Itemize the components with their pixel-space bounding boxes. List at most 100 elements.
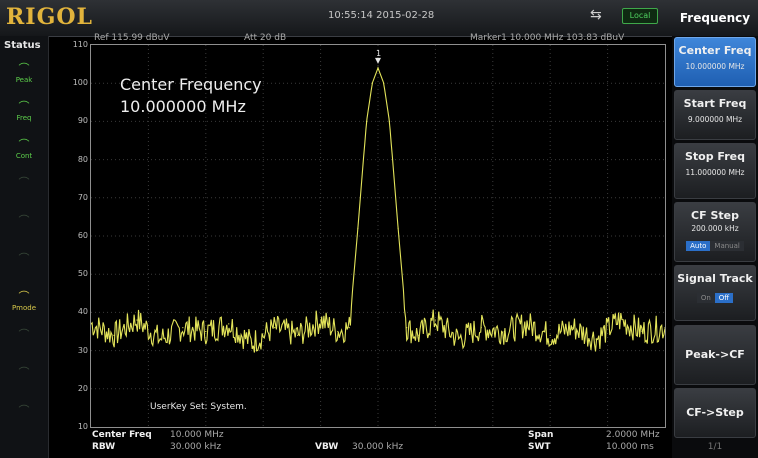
signal-track-button-label: Signal Track: [677, 272, 753, 285]
status-indicator-icon: ⌒: [18, 290, 30, 303]
trace-point: [434, 319, 436, 321]
status-indicator-icon: ⌒: [18, 138, 30, 151]
status-item-label: Cont: [15, 152, 33, 160]
top-bar: RIGOL 10:55:14 2015-02-28 ⇆ Local: [0, 0, 672, 37]
status-item-label: Peak: [15, 76, 33, 84]
status-item: ⌒ Pmode: [4, 290, 44, 328]
status-indicator-icon: ⌒: [18, 366, 30, 379]
peak-to-cf-button[interactable]: Peak->CF: [674, 325, 756, 385]
center-freq-value: 10.000 MHz: [170, 430, 224, 440]
marker-readout: Marker1 10.000 MHz 103.83 dBuV: [470, 33, 625, 43]
y-tick-label: 10: [77, 422, 88, 431]
signal-track-off[interactable]: Off: [714, 293, 734, 303]
trace-point: [595, 338, 597, 340]
status-item: ⌒: [4, 214, 44, 252]
trace-point: [377, 67, 379, 69]
start-freq-button[interactable]: Start Freq 9.000000 MHz: [674, 90, 756, 140]
cf-step-manual[interactable]: Manual: [710, 241, 744, 251]
trace-point: [383, 82, 385, 84]
trace-point: [297, 334, 299, 336]
local-badge[interactable]: Local: [622, 8, 658, 24]
center-freq-button-label: Center Freq: [678, 44, 752, 57]
span-label: Span: [528, 430, 554, 440]
y-tick-label: 20: [77, 383, 88, 393]
center-freq-button-value: 10.000000 MHz: [685, 62, 745, 71]
peak-to-cf-button-label: Peak->CF: [685, 348, 745, 361]
trace-point: [113, 334, 115, 336]
status-item: ⌒ Peak: [4, 62, 44, 100]
status-indicator-icon: ⌒: [18, 328, 30, 341]
rbw-label: RBW: [92, 442, 116, 452]
status-item: ⌒ Cont: [4, 138, 44, 176]
trace-point: [641, 330, 643, 333]
signal-track-button[interactable]: Signal Track On Off: [674, 265, 756, 321]
trace-point: [397, 227, 399, 229]
start-freq-button-value: 9.000000 MHz: [687, 115, 743, 124]
trace-point: [251, 342, 253, 344]
usb-icon: ⇆: [590, 7, 602, 23]
page-indicator: 1/1: [707, 442, 723, 452]
trace-point: [371, 82, 373, 84]
center-freq-button[interactable]: Center Freq 10.000000 MHz: [674, 37, 756, 87]
y-tick-label: 30: [77, 345, 88, 355]
trace-point: [205, 330, 207, 333]
cf-step-button-value: 200.000 kHz: [691, 224, 739, 233]
cf-step-auto[interactable]: Auto: [686, 241, 711, 251]
status-indicator-icon: ⌒: [18, 404, 30, 417]
swt-label: SWT: [528, 442, 551, 452]
status-indicator-icon: ⌒: [18, 214, 30, 227]
cf-to-step-button-label: CF->Step: [686, 406, 744, 419]
softkey-menu: Frequency Center Freq 10.000000 MHz Star…: [672, 0, 758, 458]
vbw-value: 30.000 kHz: [352, 442, 404, 452]
y-tick-label: 50: [77, 269, 88, 279]
status-indicator-icon: ⌒: [18, 100, 30, 113]
trace-point: [182, 327, 184, 329]
y-tick-label: 90: [77, 116, 88, 126]
trace-point: [406, 327, 408, 329]
trace-point: [337, 330, 339, 333]
trace-point: [320, 319, 322, 321]
overlay-value: 10.000000 MHz: [120, 97, 246, 116]
marker-1-label: 1: [376, 49, 381, 58]
trace-point: [357, 227, 359, 229]
status-item: ⌒: [4, 252, 44, 290]
trace-point: [457, 338, 459, 340]
stop-freq-button[interactable]: Stop Freq 11.000000 MHz: [674, 143, 756, 199]
trace-point: [228, 323, 230, 325]
status-item-label: Freq: [16, 114, 32, 122]
y-tick-label: 40: [77, 307, 88, 317]
status-title: Status: [4, 40, 41, 51]
span-value: 2.0000 MHz: [606, 430, 660, 440]
ref-level: Ref 115.99 dBuV: [94, 33, 170, 43]
userkey-set: UserKey Set: System.: [150, 402, 247, 412]
status-indicator-icon: ⌒: [18, 62, 30, 75]
stop-freq-button-value: 11.000000 MHz: [685, 168, 745, 177]
status-indicator-icon: ⌒: [18, 252, 30, 265]
y-tick-label: 100: [72, 78, 88, 88]
rbw-value: 30.000 kHz: [170, 442, 222, 452]
trace-point: [664, 327, 666, 329]
signal-track-on[interactable]: On: [696, 293, 715, 303]
trace-point: [572, 327, 574, 329]
trace-point: [417, 334, 419, 336]
spectrum-plot[interactable]: 1: [90, 44, 666, 428]
trace-point: [388, 120, 391, 122]
rigol-logo: RIGOL: [6, 4, 93, 30]
clock: 10:55:14 2015-02-28: [328, 10, 435, 21]
trace-point: [618, 319, 620, 321]
cf-step-button[interactable]: CF Step 200.000 kHz Auto Manual: [674, 202, 756, 262]
trace-point: [480, 327, 482, 329]
y-tick-label: 70: [77, 192, 88, 202]
bottom-info: Center Freq 10.000 MHz RBW 30.000 kHz VB…: [90, 428, 664, 458]
menu-title: Frequency: [672, 0, 758, 36]
status-indicator-icon: ⌒: [18, 176, 30, 189]
status-item: ⌒: [4, 176, 44, 214]
status-item: ⌒: [4, 366, 44, 404]
overlay-title: Center Frequency: [120, 75, 262, 94]
status-panel: Status ⌒ Peak ⌒ Freq ⌒ Cont ⌒ ⌒ ⌒ ⌒ Pmode ⌒ ⌒ ⌒: [0, 36, 49, 458]
vbw-label: VBW: [315, 442, 339, 452]
trace-point: [365, 120, 368, 122]
cf-to-step-button[interactable]: CF->Step: [674, 388, 756, 438]
swt-value: 10.000 ms: [606, 442, 654, 452]
trace-point: [348, 327, 350, 329]
